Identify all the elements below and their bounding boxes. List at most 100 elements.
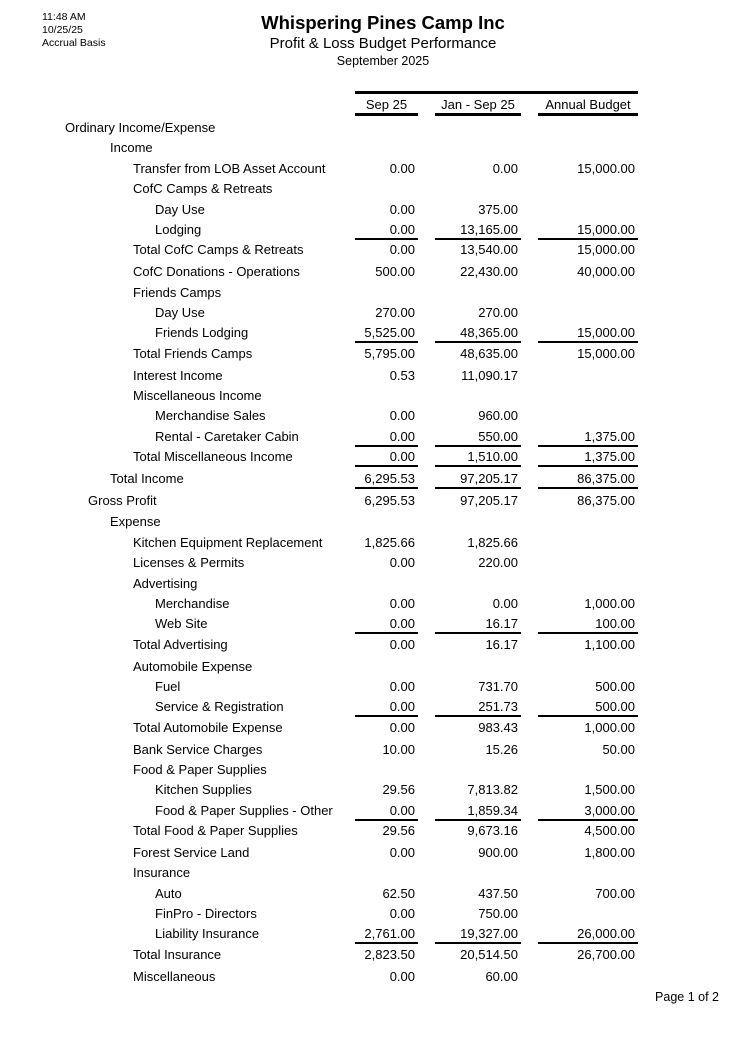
report-row: Insurance bbox=[0, 862, 756, 882]
value-ytd: 13,165.00 bbox=[435, 222, 521, 240]
row-label: Income bbox=[110, 140, 153, 156]
row-label: Gross Profit bbox=[88, 492, 157, 508]
row-label: CofC Donations - Operations bbox=[133, 264, 300, 280]
report-row: Total CofC Camps & Retreats 0.00 13,540.00… bbox=[0, 239, 756, 261]
report-basis: Accrual Basis bbox=[42, 37, 106, 49]
row-label: Food & Paper Supplies bbox=[133, 761, 267, 777]
row-label: Lodging bbox=[155, 221, 202, 237]
row-label: Auto bbox=[155, 885, 182, 901]
value-sep25: 0.00 bbox=[389, 636, 415, 652]
value-sep25: 0.00 bbox=[389, 160, 415, 176]
value-budget: 1,000.00 bbox=[584, 596, 635, 612]
report-row: Day Use 270.00 270.00 bbox=[0, 302, 756, 322]
row-label: Kitchen Equipment Replacement bbox=[133, 534, 323, 550]
value-sep25: 0.00 bbox=[389, 555, 415, 571]
report-row: Income bbox=[0, 137, 756, 157]
report-row: Automobile Expense bbox=[0, 656, 756, 676]
value-ytd: 7,813.82 bbox=[467, 782, 518, 798]
report-row: Kitchen Supplies 29.56 7,813.82 1,500.00 bbox=[0, 779, 756, 799]
value-budget: 1,800.00 bbox=[584, 844, 635, 860]
report-row: Ordinary Income/Expense bbox=[0, 117, 756, 137]
row-label: Ordinary Income/Expense bbox=[65, 120, 216, 135]
report-row: Fuel 0.00 731.70 500.00 bbox=[0, 676, 756, 696]
value-sep25: 0.00 bbox=[389, 719, 415, 735]
report-row: Miscellaneous 0.00 60.00 bbox=[0, 966, 756, 986]
value-ytd: 220.00 bbox=[478, 555, 518, 571]
value-budget: 3,000.00 bbox=[538, 803, 638, 821]
value-sep25: 62.50 bbox=[382, 885, 415, 901]
value-sep25: 5,525.00 bbox=[355, 325, 418, 344]
value-ytd: 731.70 bbox=[478, 678, 518, 694]
row-label: Service & Registration bbox=[155, 699, 284, 715]
report-row: Lodging 0.00 13,165.00 15,000.00 bbox=[0, 219, 756, 240]
value-budget: 100.00 bbox=[538, 616, 638, 635]
value-ytd: 1,510.00 bbox=[435, 449, 521, 468]
report-row: Day Use 0.00 375.00 bbox=[0, 199, 756, 219]
value-ytd: 0.00 bbox=[492, 160, 518, 176]
report-row: Total Advertising 0.00 16.17 1,100.00 bbox=[0, 634, 756, 656]
row-label: CofC Camps & Retreats bbox=[133, 181, 273, 197]
value-sep25: 6,295.53 bbox=[355, 471, 418, 489]
value-sep25: 0.00 bbox=[389, 596, 415, 612]
report-row: Merchandise Sales 0.00 960.00 bbox=[0, 405, 756, 425]
value-sep25: 0.00 bbox=[355, 429, 418, 447]
value-ytd: 20,514.50 bbox=[460, 946, 518, 962]
value-budget: 1,375.00 bbox=[538, 449, 638, 468]
value-sep25: 0.00 bbox=[355, 616, 418, 635]
row-label: Rental - Caretaker Cabin bbox=[155, 428, 299, 444]
value-ytd: 15.26 bbox=[485, 741, 518, 757]
value-ytd: 983.43 bbox=[478, 719, 518, 735]
report-row: Friends Camps bbox=[0, 282, 756, 302]
value-ytd: 1,859.34 bbox=[435, 803, 521, 821]
report-row: Bank Service Charges 10.00 15.26 50.00 bbox=[0, 739, 756, 759]
value-sep25: 0.00 bbox=[355, 699, 418, 718]
value-ytd: 750.00 bbox=[478, 906, 518, 922]
report-title: Profit & Loss Budget Performance bbox=[269, 35, 497, 52]
value-budget: 500.00 bbox=[595, 678, 635, 694]
value-sep25: 0.00 bbox=[389, 678, 415, 694]
value-ytd: 19,327.00 bbox=[435, 926, 521, 945]
report-row: Friends Lodging 5,525.00 48,365.00 15,000.0… bbox=[0, 322, 756, 344]
row-label: Total Food & Paper Supplies bbox=[133, 823, 298, 839]
row-label: Fuel bbox=[155, 678, 181, 694]
value-ytd: 11,090.17 bbox=[461, 367, 518, 383]
value-ytd: 270.00 bbox=[478, 304, 518, 320]
report-meta: 11:48 AM 10/25/25 Accrual Basis bbox=[42, 11, 106, 50]
row-label: Day Use bbox=[155, 201, 205, 217]
row-label: Miscellaneous Income bbox=[133, 387, 262, 403]
report-row: CofC Donations - Operations 500.00 22,430.… bbox=[0, 261, 756, 281]
company-name: Whispering Pines Camp Inc bbox=[261, 12, 505, 33]
value-ytd: 16.17 bbox=[485, 636, 518, 652]
value-budget bbox=[538, 969, 635, 985]
report-row: Food & Paper Supplies bbox=[0, 759, 756, 779]
row-label: Food & Paper Supplies - Other bbox=[155, 802, 333, 818]
value-sep25: 2,823.50 bbox=[364, 946, 415, 962]
report-date: 10/25/25 bbox=[42, 24, 83, 36]
row-label: Friends Camps bbox=[133, 284, 222, 300]
column-header-sep25: Sep 25 bbox=[355, 96, 418, 116]
value-ytd: 0.00 bbox=[492, 596, 518, 612]
value-budget: 1,500.00 bbox=[584, 782, 635, 798]
value-budget: 15,000.00 bbox=[577, 160, 635, 176]
report-row: Total Automobile Expense 0.00 983.43 1,000.… bbox=[0, 717, 756, 739]
row-label: Total Income bbox=[110, 470, 184, 486]
value-sep25: 0.00 bbox=[389, 201, 415, 217]
value-sep25: 500.00 bbox=[375, 264, 415, 280]
report-row: Licenses & Permits 0.00 220.00 bbox=[0, 552, 756, 572]
row-label: Total Automobile Expense bbox=[133, 719, 283, 735]
value-ytd: 60.00 bbox=[485, 968, 518, 984]
value-sep25: 1,825.66 bbox=[364, 534, 415, 550]
report-row: Miscellaneous Income bbox=[0, 385, 756, 405]
report-row: Advertising bbox=[0, 573, 756, 593]
value-sep25: 6,295.53 bbox=[364, 492, 415, 508]
row-label: Kitchen Supplies bbox=[155, 782, 252, 798]
column-header-ytd: Jan - Sep 25 bbox=[435, 96, 521, 116]
value-ytd: 375.00 bbox=[478, 201, 518, 217]
report-row: Forest Service Land 0.00 900.00 1,800.00 bbox=[0, 842, 756, 862]
report-period: September 2025 bbox=[336, 54, 430, 68]
row-label: Expense bbox=[110, 514, 161, 530]
value-budget: 15,000.00 bbox=[538, 222, 638, 240]
row-label: Miscellaneous bbox=[133, 968, 216, 984]
value-sep25: 29.56 bbox=[382, 782, 415, 798]
row-label: Transfer from LOB Asset Account bbox=[133, 160, 326, 176]
